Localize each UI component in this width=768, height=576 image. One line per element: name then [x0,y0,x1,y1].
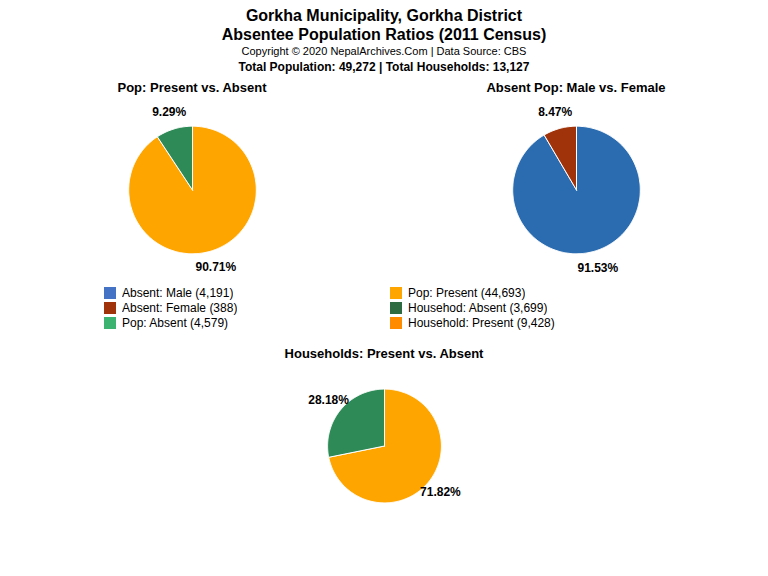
svg-text:8.47%: 8.47% [538,105,572,119]
html-text:Total Population: 49,272 | Tot: Total Population: 49,272 | Total Househo… [238,60,530,74]
html-text:Pop: Present vs. Absent: Pop: Present vs. Absent [117,80,267,95]
html-text:Absent: Female (388): Absent: Female (388) [122,301,238,315]
svg-text:71.82%: 71.82% [420,485,461,499]
svg-text:28.18%: 28.18% [308,393,349,407]
html-text:Gorkha Municipality, Gorkha Di: Gorkha Municipality, Gorkha District [245,7,523,24]
html-text:Absentee Population Ratios (20: Absentee Population Ratios (2011 Census) [221,26,547,43]
html-text:Absent: Male (4,191): Absent: Male (4,191) [122,286,234,300]
html-text:Household: Present (9,428): Household: Present (9,428) [408,316,555,330]
html-text:Absent Pop: Male vs. Female: Absent Pop: Male vs. Female [486,80,666,95]
svg-text:9.29%: 9.29% [152,105,186,119]
html-text:Households: Present vs. Absent: Households: Present vs. Absent [284,346,484,361]
svg-text:90.71%: 90.71% [195,260,236,274]
html-text:Househod: Absent (3,699): Househod: Absent (3,699) [408,301,548,315]
html-text:Copyright © 2020 NepalArchives: Copyright © 2020 NepalArchives.Com | Dat… [241,45,527,57]
svg-text:91.53%: 91.53% [577,261,618,275]
html-text:Pop: Present (44,693): Pop: Present (44,693) [408,286,526,300]
html-text:Pop: Absent (4,579): Pop: Absent (4,579) [122,316,229,330]
